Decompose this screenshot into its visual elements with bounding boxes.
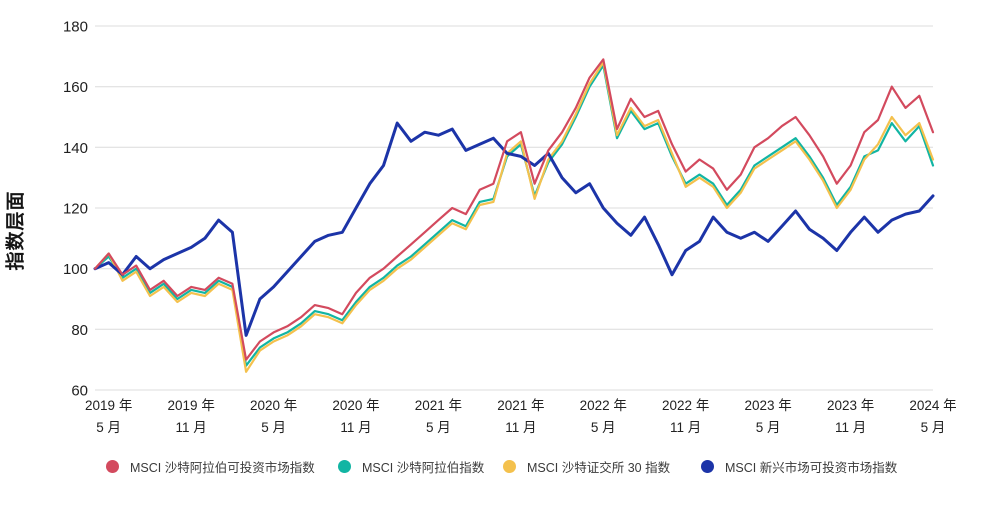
series-line-0[interactable]: [93, 58, 935, 361]
legend-item-0[interactable]: MSCI 沙特阿拉伯可投资市场指数: [106, 457, 315, 476]
x-tick-label: 2021 年 11 月: [497, 398, 545, 436]
y-tick-label: 100: [63, 261, 88, 278]
series-line-1[interactable]: [93, 64, 935, 367]
y-tick-label: 180: [63, 19, 88, 36]
y-tick-label: 160: [63, 79, 88, 96]
y-tick-label: 80: [71, 322, 88, 339]
y-tick-label: 140: [63, 140, 88, 157]
legend-item-1[interactable]: MSCI 沙特阿拉伯指数: [338, 457, 484, 476]
x-tick-label: 2022 年 11 月: [662, 398, 710, 436]
y-tick-label: 120: [63, 201, 88, 218]
plot-area[interactable]: 180 160 140 120 100 80 60: [0, 0, 985, 445]
legend-label: MSCI 沙特证交所 30 指数: [527, 461, 671, 475]
legend-dot-icon: [106, 460, 119, 473]
x-tick-label: 2019 年 11 月: [167, 398, 215, 436]
legend-label: MSCI 沙特阿拉伯指数: [362, 461, 485, 475]
y-tick-label: 60: [71, 383, 88, 400]
x-tick-label: 2023 年 11 月: [826, 398, 875, 436]
series-line-2[interactable]: [93, 61, 935, 373]
legend-label: MSCI 沙特阿拉伯可投资市场指数: [130, 461, 315, 475]
legend-dot-icon: [338, 460, 351, 473]
legend-dot-icon: [503, 460, 516, 473]
legend-item-3[interactable]: MSCI 新兴市场可投资市场指数: [701, 457, 897, 476]
legend-item-2[interactable]: MSCI 沙特证交所 30 指数: [503, 457, 670, 476]
series-line-3[interactable]: [93, 121, 935, 337]
legend-dot-icon: [701, 460, 714, 473]
legend-label: MSCI 新兴市场可投资市场指数: [725, 461, 898, 475]
x-tick-label: 2020 年 11 月: [332, 398, 380, 436]
chart-legend: MSCI 沙特阿拉伯可投资市场指数 MSCI 沙特阿拉伯指数 MSCI 沙特证交所 …: [0, 455, 985, 481]
